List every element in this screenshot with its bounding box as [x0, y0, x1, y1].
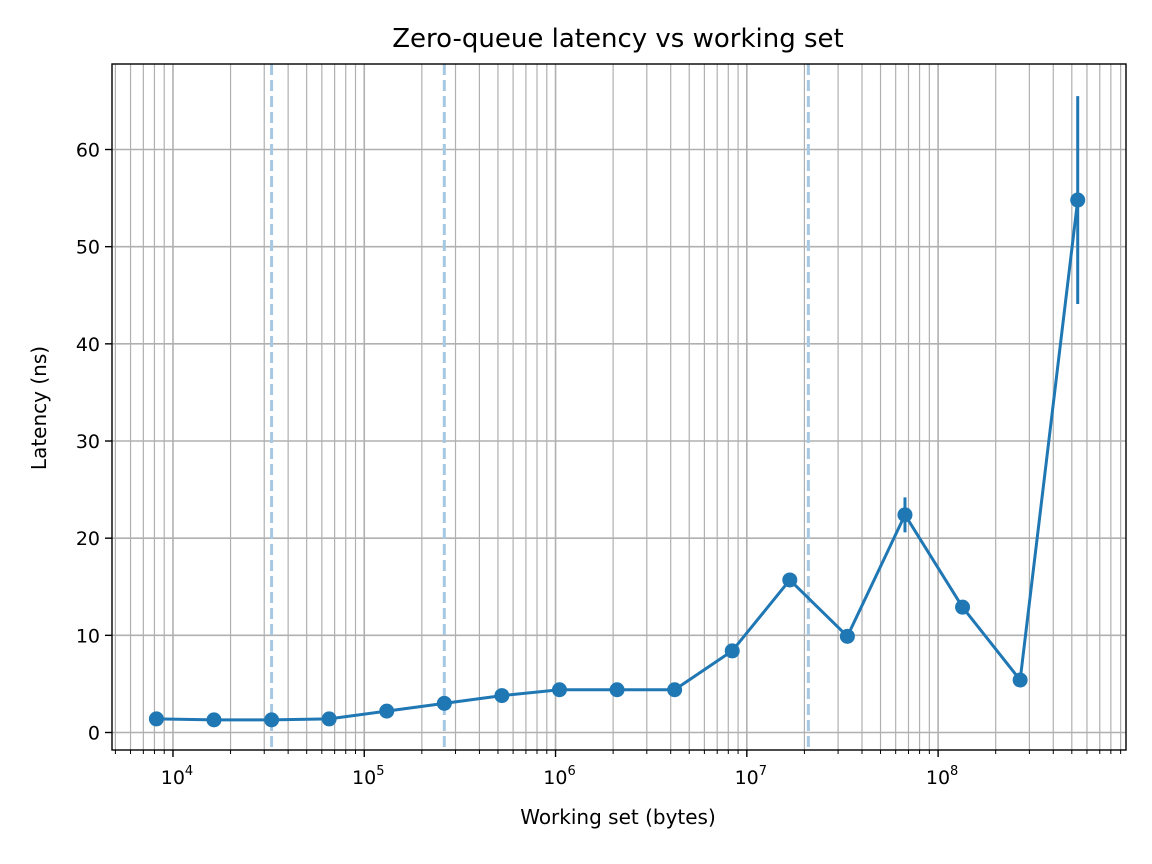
data-point [1012, 672, 1028, 688]
data-point [379, 703, 395, 719]
chart-title: Zero-queue latency vs working set [392, 24, 844, 54]
data-point [148, 711, 164, 727]
grid [112, 64, 1126, 750]
data-point [724, 643, 740, 659]
x-tick-label: 107 [735, 764, 767, 789]
y-tick-label: 10 [76, 625, 100, 647]
data-point [264, 712, 280, 728]
x-tick-label: 105 [352, 764, 384, 789]
data-point [839, 628, 855, 644]
data-point [206, 712, 222, 728]
ticks: 104 105 106 107 108 0 10 20 30 40 50 60 [76, 140, 1122, 789]
data-point [494, 688, 510, 704]
x-tick-label: 108 [926, 764, 958, 789]
y-tick-label: 30 [76, 431, 100, 453]
data-point [667, 682, 683, 698]
data-point [897, 507, 913, 523]
x-tick-label: 104 [161, 764, 193, 789]
data-point [955, 599, 971, 615]
y-tick-label: 60 [76, 140, 100, 162]
y-tick-label: 20 [76, 528, 100, 550]
series-layer [148, 96, 1086, 728]
y-tick-label: 0 [88, 723, 100, 745]
data-point [551, 682, 567, 698]
series-line [156, 199, 1080, 722]
data-point [782, 572, 798, 588]
data-point [609, 682, 625, 698]
y-tick-label: 40 [76, 334, 100, 356]
plot-area [111, 63, 1127, 751]
y-axis-label: Latency (ns) [27, 346, 51, 470]
reference-lines [270, 64, 810, 750]
data-point [1070, 192, 1086, 208]
y-tick-label: 50 [76, 237, 100, 259]
x-axis-label: Working set (bytes) [520, 805, 716, 829]
x-tick-label: 106 [543, 764, 575, 789]
data-point [321, 711, 337, 727]
data-point [436, 695, 452, 711]
